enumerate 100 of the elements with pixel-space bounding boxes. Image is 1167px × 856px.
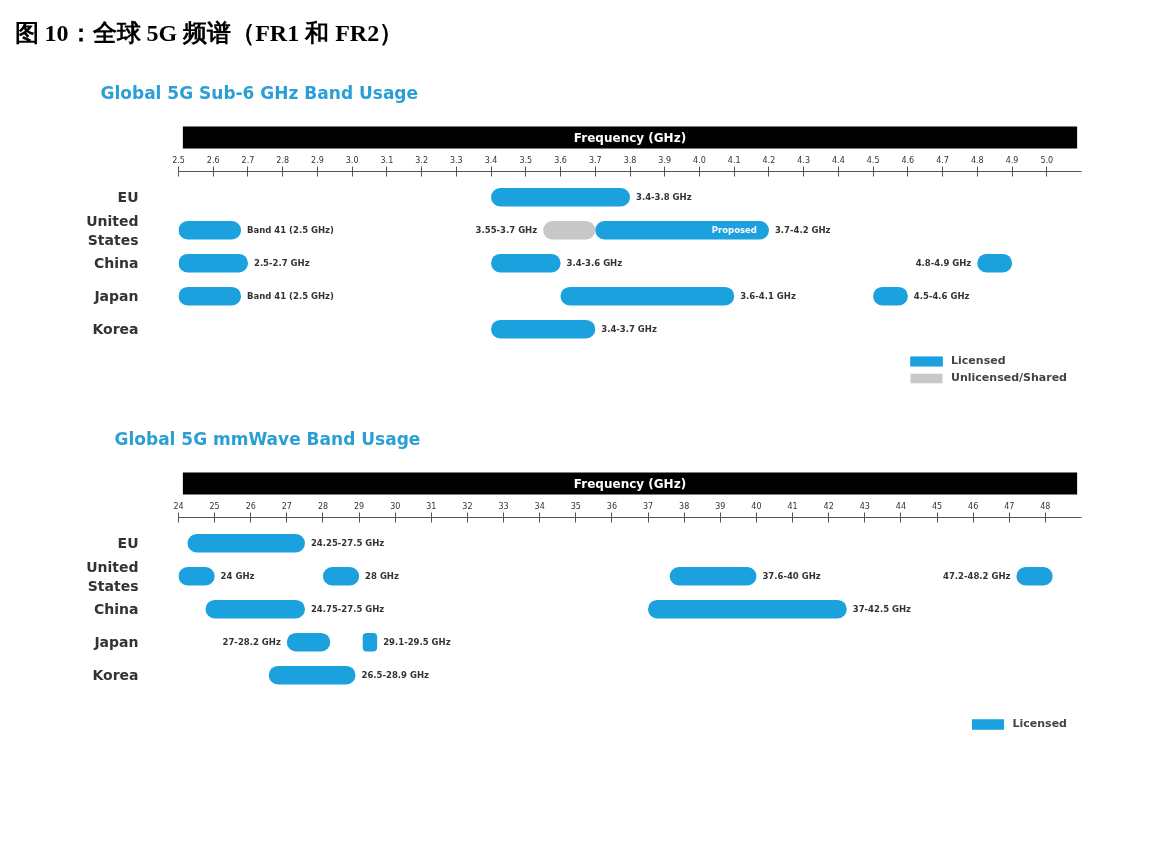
x-tick-label: 2.7	[241, 155, 255, 165]
x-tick-label: 33	[498, 501, 509, 511]
data-label: Band 41 (2.5 GHz)	[247, 225, 335, 236]
x-tick-label: 42	[823, 501, 834, 511]
x-tick-label: 4.3	[797, 155, 811, 165]
bar	[595, 220, 769, 240]
x-tick-label: 2.6	[206, 155, 220, 165]
bar	[491, 319, 596, 339]
x-tick-label: 4.5	[866, 155, 880, 165]
x-tick-label: 29	[354, 501, 365, 511]
bar	[648, 599, 847, 619]
data-label: 47.2-48.2 GHz	[943, 571, 1011, 582]
data-label: 24.75-27.5 GHz	[310, 604, 385, 615]
data-label: 3.55-3.7 GHz	[475, 225, 538, 236]
x-tick-label: 37	[642, 501, 654, 511]
x-tick-label: 4.1	[727, 155, 741, 165]
x-tick-label: 3.8	[623, 155, 637, 165]
x-tick-label: 25	[209, 501, 220, 511]
x-axis-title: Frequency (GHz)	[573, 130, 687, 145]
y-tick-label: EU	[117, 189, 139, 206]
x-tick-label: 3.2	[415, 155, 428, 165]
data-label: 37-42.5 GHz	[852, 604, 912, 615]
data-label: 2.5-2.7 GHz	[253, 258, 310, 269]
x-tick-label: 27	[281, 501, 292, 511]
data-label: 29.1-29.5 GHz	[383, 637, 451, 648]
bar	[178, 286, 242, 306]
annotation: Proposed	[711, 225, 757, 236]
x-tick-label: 45	[931, 501, 943, 511]
bar	[178, 253, 248, 273]
y-tick-label: China	[94, 601, 139, 618]
y-tick-label: Japan	[93, 634, 139, 651]
x-tick-label: 31	[426, 501, 437, 511]
x-tick-label: 28	[317, 501, 329, 511]
bar	[268, 665, 356, 685]
legend-label: Licensed	[1012, 717, 1067, 730]
data-label: 37.6-40 GHz	[762, 571, 821, 582]
bar	[187, 534, 305, 553]
bar	[491, 253, 561, 273]
x-tick-label: 4.9	[1005, 155, 1019, 165]
x-tick-label: 40	[751, 501, 762, 511]
y-tick-label: EU	[117, 535, 139, 552]
bar	[491, 188, 630, 207]
x-tick-label: 4.6	[901, 155, 915, 165]
x-tick-label: 36	[606, 501, 618, 511]
data-label: 3.6-4.1 GHz	[740, 291, 796, 302]
x-tick-label: 47	[1004, 501, 1015, 511]
x-tick-label: 2.8	[276, 155, 290, 165]
x-tick-label: 46	[968, 501, 979, 511]
x-tick-label: 43	[859, 501, 870, 511]
data-label: 3.4-3.7 GHz	[601, 324, 657, 335]
data-label: 24.25-27.5 GHz	[310, 538, 385, 549]
y-tick-label: United States	[86, 558, 139, 594]
x-tick-label: 30	[390, 501, 401, 511]
x-tick-label: 3.7	[588, 155, 602, 165]
data-label: 3.4-3.6 GHz	[566, 258, 623, 269]
y-tick-label: Korea	[92, 667, 139, 684]
y-tick-label: Korea	[92, 321, 139, 338]
x-tick-label: 32	[462, 501, 473, 511]
x-tick-label: 48	[1040, 501, 1051, 511]
x-tick-label: 41	[787, 501, 798, 511]
x-tick-label: 34	[534, 501, 545, 511]
data-label: 27-28.2 GHz	[222, 637, 281, 648]
x-tick-label: 2.5	[172, 155, 185, 165]
y-tick-label: United States	[86, 212, 139, 248]
x-tick-label: 3.9	[658, 155, 672, 165]
x-tick-label: 3.1	[380, 155, 394, 165]
x-tick-label: 3.3	[449, 155, 463, 165]
bar	[205, 599, 305, 619]
annotation: 24 GHz	[220, 571, 255, 582]
chart-subtitle: Global 5G Sub-6 GHz Band Usage	[100, 82, 419, 103]
bar	[560, 286, 735, 306]
x-tick-label: 4.2	[762, 155, 776, 165]
data-label: Band 41 (2.5 GHz)	[247, 291, 335, 302]
x-tick-label: 3.6	[554, 155, 567, 165]
x-tick-label: 4.7	[936, 155, 949, 165]
data-label: 4.5-4.6 GHz	[913, 291, 970, 302]
x-axis-title: Frequency (GHz)	[573, 476, 687, 491]
x-tick-label: 35	[570, 501, 581, 511]
x-tick-label: 4.0	[693, 155, 706, 165]
x-tick-label: 5.0	[1040, 155, 1054, 165]
x-tick-label: 3.4	[484, 155, 498, 165]
x-tick-label: 44	[895, 501, 906, 511]
bar	[669, 566, 757, 586]
x-tick-label: 39	[715, 501, 726, 511]
data-label: 4.8-4.9 GHz	[915, 258, 972, 269]
x-tick-label: 2.9	[311, 155, 324, 165]
legend-label: Licensed	[951, 354, 1006, 367]
x-tick-label: 3.5	[519, 155, 533, 165]
chart-title: 图 10：全球 5G 频谱（FR1 和 FR2）	[14, 19, 404, 46]
x-tick-label: 24	[173, 501, 184, 511]
y-tick-label: China	[94, 255, 139, 272]
x-tick-label: 4.4	[832, 155, 845, 165]
y-tick-label: Japan	[93, 288, 139, 305]
chart-title: Global 5G mmWave Band Usage	[114, 428, 421, 449]
bar	[178, 220, 242, 240]
data-label: 3.7-4.2 GHz	[774, 225, 831, 236]
x-tick-label: 26	[245, 501, 256, 511]
data-label: 3.4-3.8 GHz	[636, 192, 692, 203]
x-tick-label: 3.0	[345, 155, 359, 165]
x-tick-label: 4.8	[970, 155, 984, 165]
